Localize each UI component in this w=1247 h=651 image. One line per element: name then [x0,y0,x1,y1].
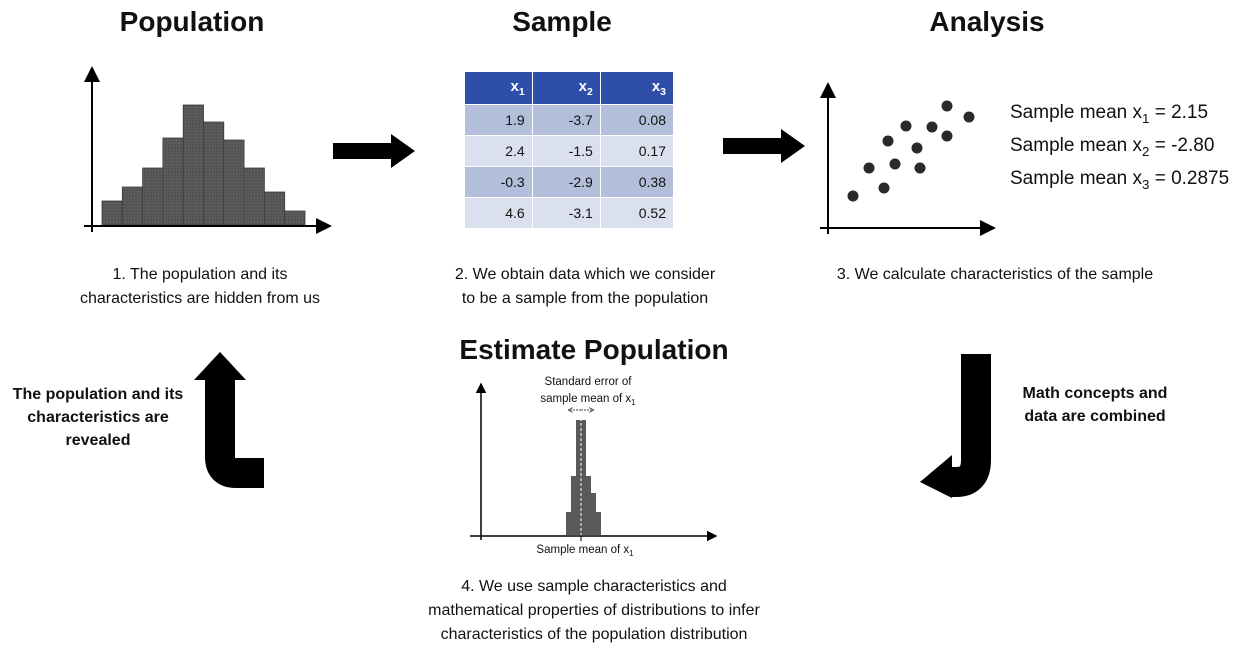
sample-means: Sample mean x1 = 2.15 Sample mean x2 = -… [1010,99,1247,197]
scatter-point [926,121,938,133]
table-cell: -3.7 [532,104,601,136]
table-row: 4.6 -3.1 0.52 [465,197,673,228]
estimate-bars [566,420,601,535]
table-row: -0.3 -2.9 0.38 [465,166,673,198]
scatter-point [941,100,953,112]
estimate-bar [581,420,586,535]
arrow-right-icon [333,134,415,168]
table-cell: -2.9 [532,166,601,198]
se-label: Standard error of [545,376,633,388]
scatter-point [963,111,975,123]
scatter-point [878,182,890,194]
scatter-point [914,162,926,174]
curved-up-arrow-icon [194,352,264,488]
caption-step-3: 3. We calculate characteristics of the s… [836,266,1154,283]
label-revealed: The population and its characteristics a… [12,386,184,449]
estimate-bar [586,476,591,535]
table-row: 1.9 -3.7 0.08 [465,104,673,136]
label-combined: Math concepts and data are combined [1022,385,1168,425]
caption-step-1: 1. The population and its characteristic… [79,266,321,307]
sample-table: x1 x2 x3 1.9 -3.7 0.08 2.4 -1.5 0.17 -0.… [465,72,673,228]
arrow-right-icon [723,129,805,163]
sample-table-header: x1 x2 x3 [465,72,673,105]
estimate-bar [596,512,601,535]
scatter-point [882,135,894,147]
header-x3: x3 [600,72,673,105]
table-row: 2.4 -1.5 0.17 [465,135,673,167]
table-cell: 0.52 [600,197,673,228]
table-cell: 1.9 [465,104,533,136]
title-estimate-population: Estimate Population [459,334,729,365]
table-cell: 4.6 [465,197,533,228]
scatter-point [847,190,859,202]
scatter-point [941,130,953,142]
title-population: Population [119,6,265,37]
table-cell: -3.1 [532,197,601,228]
estimate-bar [591,493,596,535]
title-analysis: Analysis [929,6,1045,37]
curved-down-arrow-icon [920,354,991,498]
sample-mean-x1: Sample mean x1 = 2.15 [1010,102,1209,126]
scatter-points [847,100,975,202]
table-cell: 0.38 [600,166,673,198]
header-x1: x1 [465,72,533,105]
table-cell: -0.3 [465,166,533,198]
sample-mean-x2: Sample mean x2 = -2.80 [1010,134,1215,159]
scatter-point [889,158,901,170]
population-bars [101,104,306,226]
header-x2: x2 [532,72,601,105]
caption-step-4: 4. We use sample characteristics and mat… [428,578,760,643]
table-cell: -1.5 [532,135,601,167]
estimate-bar [576,420,581,535]
estimate-bar [566,512,571,535]
sample-mean-x3: Sample mean x3 = 0.2875 [1010,167,1230,192]
table-cell: 0.17 [600,135,673,167]
estimate-axis-label: Sample mean of x1 [536,544,634,558]
se-label-line2: sample mean of x1 [540,393,636,407]
table-cell: 2.4 [465,135,533,167]
title-sample: Sample [512,6,612,37]
scatter-point [900,120,912,132]
estimate-bar [571,476,576,535]
scatter-point [863,162,875,174]
table-cell: 0.08 [600,104,673,136]
caption-step-2: 2. We obtain data which we consider to b… [454,266,716,307]
scatter-point [911,142,923,154]
